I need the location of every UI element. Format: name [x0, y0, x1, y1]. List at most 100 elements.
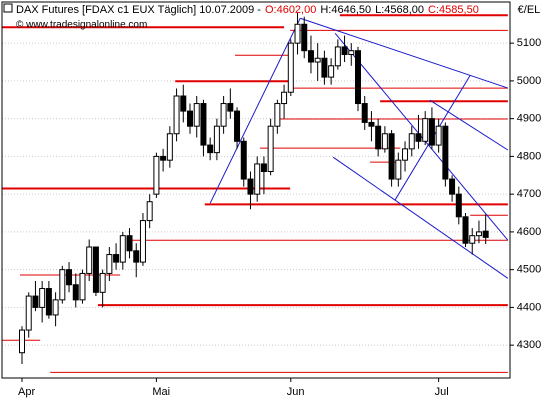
candle-body: [39, 288, 46, 308]
unit-label: €/EL: [518, 4, 541, 16]
candle-body: [287, 42, 294, 93]
watermark: © www.tradesignalonline.com: [16, 20, 147, 31]
candle-body: [415, 133, 422, 142]
x-tick-label: Jul: [435, 386, 449, 398]
x-tick-label: Apr: [18, 386, 35, 398]
candle-body: [139, 220, 146, 263]
candle-body: [328, 65, 335, 78]
candle-body: [348, 50, 355, 55]
candle-body: [234, 110, 241, 142]
candle-body: [482, 230, 489, 238]
candle-body: [408, 133, 415, 150]
y-tick-label: 4800: [517, 150, 541, 162]
candle-body: [462, 216, 469, 244]
candle-body: [368, 121, 375, 127]
candle-body: [274, 103, 281, 127]
y-tick-label: 4900: [517, 113, 541, 125]
candle-body: [99, 272, 106, 293]
candle-body: [388, 133, 395, 180]
candle-body: [25, 295, 32, 331]
trend-line: [209, 18, 301, 204]
candle-body: [442, 125, 449, 180]
high-label: H:4646,50: [320, 4, 371, 16]
candle-body: [361, 103, 368, 123]
trend-line: [334, 33, 509, 241]
candle-body: [146, 201, 153, 222]
candle-body: [260, 163, 267, 173]
y-tick-label: 4400: [517, 301, 541, 313]
title: DAX Futures [FDAX c1 EUX Täglich] 10.07.…: [16, 4, 261, 16]
candle-body: [133, 250, 140, 263]
candle-body: [193, 103, 200, 127]
close-label: C:4585,50: [428, 4, 479, 16]
candle-body: [66, 269, 73, 286]
candle-body: [301, 23, 308, 52]
candle-body: [126, 235, 133, 252]
candle-body: [59, 269, 66, 301]
y-tick-label: 4300: [517, 339, 541, 351]
candle-body: [247, 178, 254, 195]
low-label: L:4568,00: [375, 4, 424, 16]
candle-body: [207, 144, 214, 154]
candle-body: [220, 103, 227, 127]
candle-body: [119, 235, 126, 263]
candle-body: [254, 163, 261, 195]
candle-body: [180, 95, 187, 112]
candle-body: [106, 254, 113, 274]
candle-body: [455, 193, 462, 218]
candle-body: [341, 46, 348, 55]
candle-body: [475, 231, 482, 237]
trend-line: [429, 99, 509, 151]
candle-body: [267, 125, 274, 173]
candle-body: [449, 178, 456, 195]
candle-body: [213, 125, 220, 154]
candle-body: [32, 295, 39, 308]
candle-body: [166, 133, 173, 161]
plot-frame: [1, 1, 511, 379]
candle-body: [422, 118, 429, 142]
candle-body: [334, 46, 341, 67]
candle-body: [435, 125, 442, 146]
trend-line: [332, 156, 509, 279]
y-tick-label: 4500: [517, 264, 541, 276]
candle-body: [19, 329, 25, 354]
candle-body: [92, 246, 99, 293]
y-tick-label: 5000: [517, 75, 541, 87]
candle-body: [227, 103, 234, 112]
candle-body: [395, 159, 402, 180]
candle-body: [321, 57, 328, 78]
candle-body: [375, 125, 382, 150]
icon: [3, 3, 13, 13]
candle-body: [52, 299, 59, 316]
candle-body: [402, 148, 409, 161]
candle-body: [294, 23, 301, 44]
candle-body: [200, 103, 207, 146]
candle-body: [469, 235, 476, 244]
candle-body: [86, 246, 93, 274]
x-tick-label: Jun: [287, 386, 305, 398]
candle-body: [355, 50, 361, 105]
candle-body: [187, 110, 193, 127]
chart-title: DAX Futures [FDAX c1 EUX Täglich] 10.07.…: [16, 4, 479, 16]
candle-body: [113, 254, 120, 263]
candle-body: [79, 272, 86, 301]
candle-body: [173, 95, 180, 135]
candle-body: [153, 155, 160, 195]
x-tick-label: Mai: [152, 386, 170, 398]
y-tick-label: 5100: [517, 37, 541, 49]
candle-body: [428, 118, 435, 146]
candle-body: [314, 57, 321, 63]
candle-body: [240, 140, 247, 180]
y-tick-label: 4700: [517, 188, 541, 200]
candle-body: [281, 91, 288, 105]
candle-body: [381, 133, 388, 150]
plot-area: [2, 12, 510, 373]
y-tick-label: 4600: [517, 226, 541, 238]
candle-body: [45, 288, 52, 316]
trend-line: [300, 17, 509, 89]
candle-body: [307, 50, 314, 63]
open-label: O:4602,00: [265, 4, 316, 16]
candle-body: [72, 284, 79, 301]
